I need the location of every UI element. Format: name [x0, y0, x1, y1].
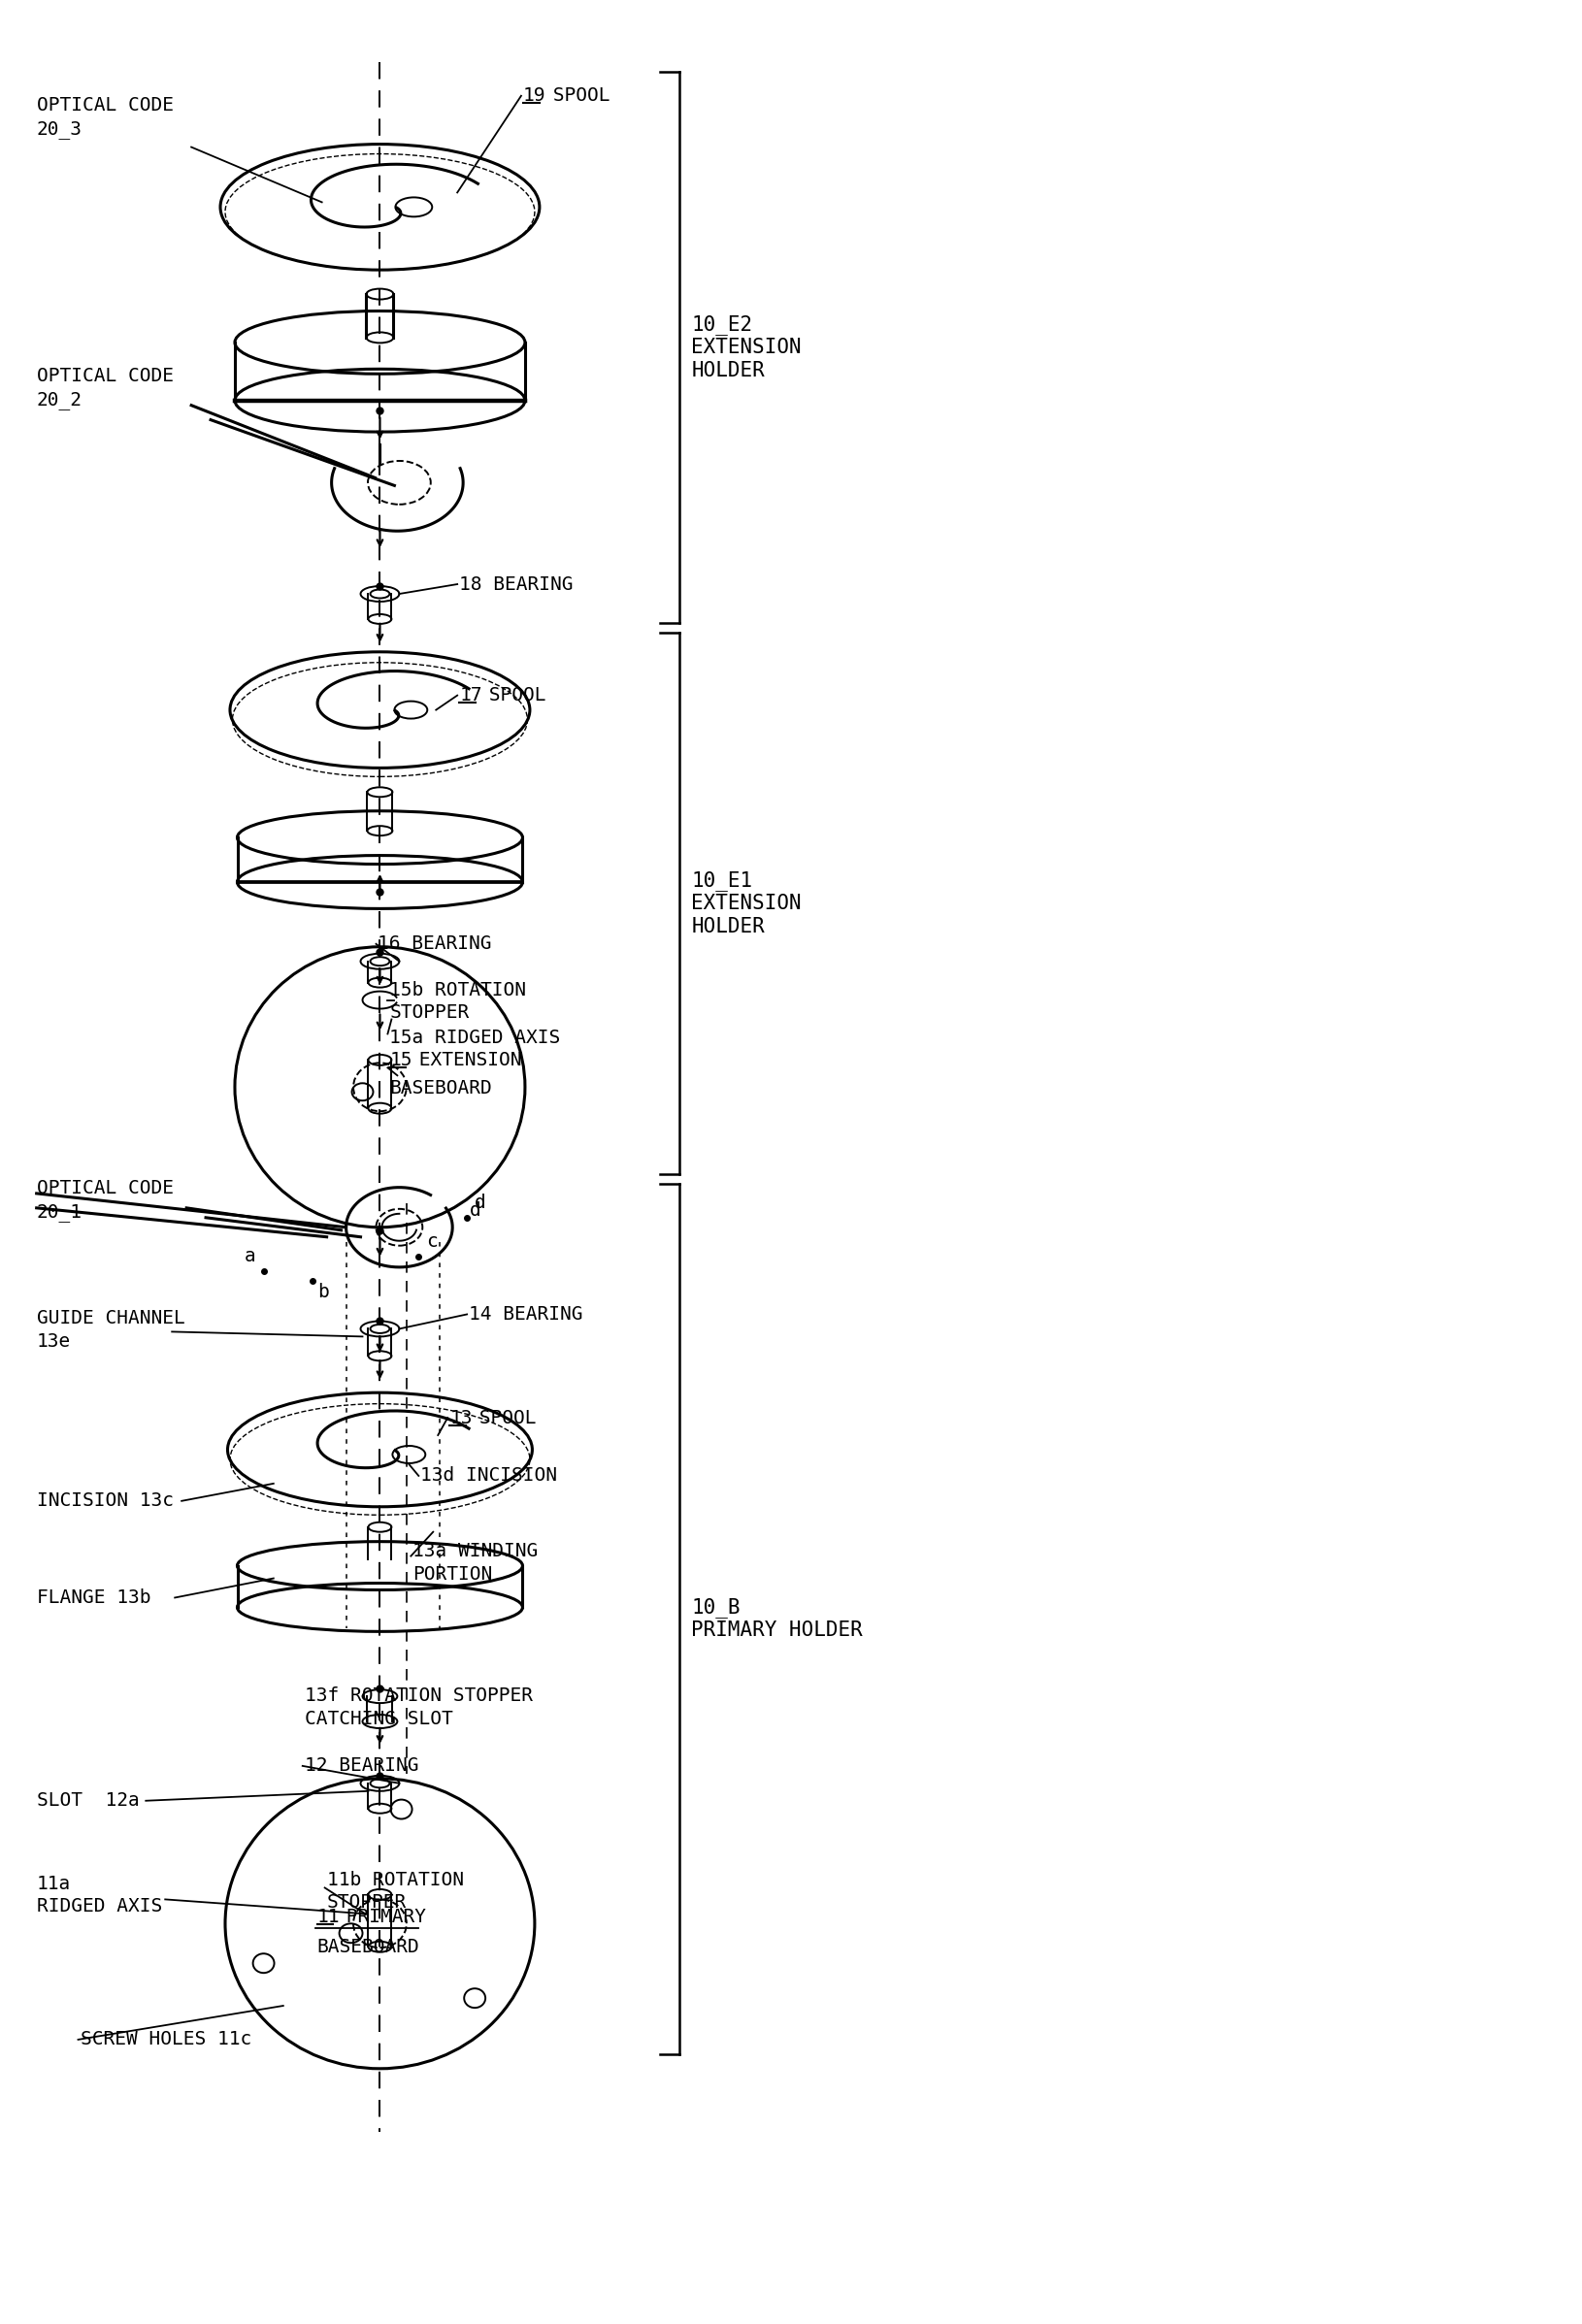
- Text: 15b ROTATION: 15b ROTATION: [389, 981, 527, 999]
- Text: OPTICAL CODE: OPTICAL CODE: [36, 367, 174, 386]
- Text: 13d INCISION: 13d INCISION: [421, 1466, 557, 1485]
- Text: 13: 13: [449, 1408, 471, 1427]
- Text: FLANGE 13b: FLANGE 13b: [36, 1587, 150, 1606]
- Text: SPOOL: SPOOL: [541, 86, 609, 105]
- Text: PRIMARY: PRIMARY: [335, 1908, 426, 1927]
- Text: 10_B
PRIMARY HOLDER: 10_B PRIMARY HOLDER: [691, 1597, 862, 1641]
- Text: EXTENSION: EXTENSION: [408, 1050, 522, 1069]
- Text: 16 BEARING: 16 BEARING: [378, 934, 492, 953]
- Text: OPTICAL CODE: OPTICAL CODE: [36, 95, 174, 114]
- Text: 20_3: 20_3: [36, 121, 82, 139]
- Text: BASEBOARD: BASEBOARD: [389, 1078, 492, 1097]
- Text: GUIDE CHANNEL: GUIDE CHANNEL: [36, 1308, 185, 1327]
- Text: d: d: [475, 1195, 486, 1213]
- Text: SLOT  12a: SLOT 12a: [36, 1792, 139, 1810]
- Text: SCREW HOLES 11c: SCREW HOLES 11c: [81, 2031, 252, 2050]
- Text: 15: 15: [389, 1050, 413, 1069]
- Text: 10_E2
EXTENSION
HOLDER: 10_E2 EXTENSION HOLDER: [691, 314, 800, 379]
- Text: 18 BEARING: 18 BEARING: [459, 574, 573, 593]
- Text: 13e: 13e: [36, 1332, 71, 1350]
- Text: 15a RIDGED AXIS: 15a RIDGED AXIS: [389, 1030, 560, 1048]
- Text: 20_2: 20_2: [36, 390, 82, 409]
- Text: STOPPER: STOPPER: [389, 1004, 470, 1020]
- Text: 14 BEARING: 14 BEARING: [468, 1306, 582, 1325]
- Text: 20_1: 20_1: [36, 1204, 82, 1222]
- Text: OPTICAL CODE: OPTICAL CODE: [36, 1178, 174, 1197]
- Text: d: d: [470, 1202, 481, 1220]
- Text: 11a: 11a: [36, 1875, 71, 1894]
- Text: c: c: [426, 1232, 438, 1250]
- Text: 12 BEARING: 12 BEARING: [304, 1757, 418, 1776]
- Text: b: b: [316, 1283, 327, 1301]
- Text: 11b ROTATION: 11b ROTATION: [326, 1871, 464, 1889]
- Text: RIDGED AXIS: RIDGED AXIS: [36, 1896, 161, 1915]
- Text: STOPPER: STOPPER: [326, 1894, 407, 1913]
- Text: CATCHING SLOT: CATCHING SLOT: [304, 1710, 452, 1729]
- Text: a: a: [244, 1248, 256, 1267]
- Text: 10_E1
EXTENSION
HOLDER: 10_E1 EXTENSION HOLDER: [691, 872, 800, 937]
- Text: BASEBOARD: BASEBOARD: [316, 1938, 419, 1957]
- Text: 13f ROTATION STOPPER: 13f ROTATION STOPPER: [304, 1687, 532, 1706]
- Text: 11: 11: [316, 1908, 340, 1927]
- Text: SPOOL: SPOOL: [467, 1408, 536, 1427]
- Text: 17: 17: [459, 686, 483, 704]
- Text: INCISION 13c: INCISION 13c: [36, 1492, 174, 1511]
- Text: PORTION: PORTION: [413, 1564, 492, 1583]
- Text: 13a WINDING: 13a WINDING: [413, 1541, 538, 1559]
- Text: 19: 19: [522, 86, 546, 105]
- Text: SPOOL: SPOOL: [478, 686, 546, 704]
